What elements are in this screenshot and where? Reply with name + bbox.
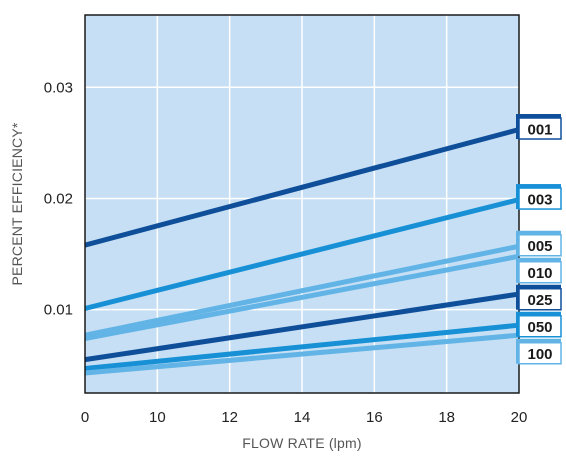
series-label-050: 050 xyxy=(516,311,562,338)
series-line-025 xyxy=(84,291,520,363)
x-tick-label: 16 xyxy=(366,409,383,426)
x-tick-label: 10 xyxy=(149,409,166,426)
series-lines xyxy=(84,127,520,376)
series-label-005: 005 xyxy=(516,230,562,257)
series-label-text: 005 xyxy=(527,238,552,255)
x-tick-label: 0 xyxy=(81,409,89,426)
y-tick-label: 0.02 xyxy=(44,190,73,207)
x-tick-label: 20 xyxy=(511,409,528,426)
x-axis-title: FLOW RATE (lpm) xyxy=(242,435,361,451)
series-label-box xyxy=(518,260,562,284)
series-line-050 xyxy=(84,322,520,372)
series-line-100 xyxy=(84,332,520,376)
series-label-box xyxy=(518,287,562,311)
series-label-text: 003 xyxy=(527,192,552,209)
series-label-003: 003 xyxy=(516,184,562,210)
series-line-005 xyxy=(84,243,520,338)
series-label-025: 025 xyxy=(516,284,562,311)
series-label-box xyxy=(518,187,562,210)
series-line-010 xyxy=(84,253,520,341)
series-label-text: 050 xyxy=(527,319,552,336)
series-labels: 001 003 005 010 025 050 100 xyxy=(516,114,562,365)
series-label-text: 001 xyxy=(527,122,552,139)
series-label-100: 100 xyxy=(516,338,562,365)
x-tick-labels: 0 10 12 14 16 18 20 xyxy=(81,409,528,426)
series-label-text: 025 xyxy=(527,292,552,309)
series-label-010: 010 xyxy=(516,257,562,284)
x-tick-label: 14 xyxy=(294,409,311,426)
y-tick-label: 0.01 xyxy=(44,302,73,319)
series-line-001 xyxy=(84,127,520,248)
series-label-box xyxy=(518,117,562,140)
series-line-003 xyxy=(84,197,520,311)
series-label-text: 100 xyxy=(527,346,552,363)
series-label-box xyxy=(518,314,562,338)
series-label-box xyxy=(518,233,562,257)
x-tick-label: 12 xyxy=(221,409,238,426)
grid-lines xyxy=(85,15,519,393)
series-label-box xyxy=(518,341,562,365)
y-tick-label: 0.03 xyxy=(44,79,73,96)
series-label-001: 001 xyxy=(516,114,562,140)
x-tick-label: 18 xyxy=(438,409,455,426)
series-label-text: 010 xyxy=(527,265,552,282)
y-axis-title: PERCENT EFFICIENCY* xyxy=(9,122,25,285)
y-tick-labels: 0.01 0.02 0.03 xyxy=(44,79,73,318)
